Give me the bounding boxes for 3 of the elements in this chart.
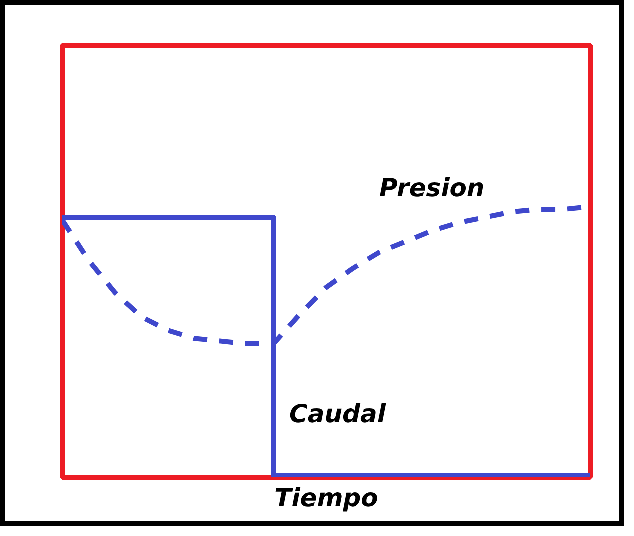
- series-label: Presion: [379, 174, 485, 203]
- x-axis-title: Tiempo: [274, 484, 378, 512]
- series-label: Caudal: [290, 399, 386, 428]
